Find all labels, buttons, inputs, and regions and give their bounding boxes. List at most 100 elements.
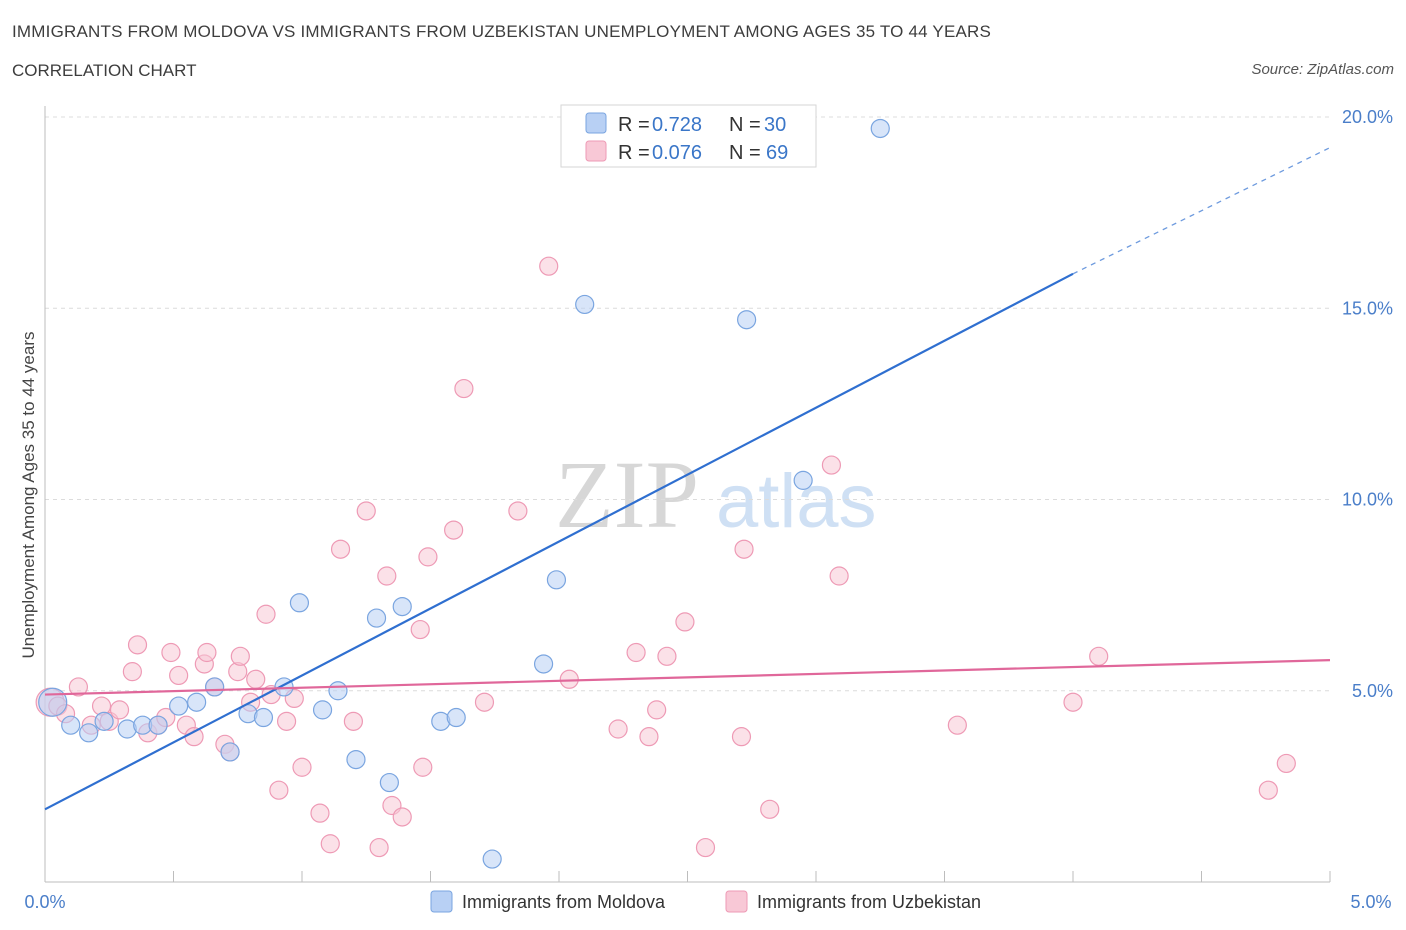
uzbekistan-point: [310, 803, 330, 823]
moldova-point: [312, 700, 333, 720]
uzbekistan-point: [127, 635, 148, 655]
moldova-trend-line: [44, 272, 1074, 811]
uzbekistan-point: [392, 807, 412, 827]
uzbekistan-point: [474, 692, 495, 712]
source-credit: Source: ZipAtlas.com: [1251, 61, 1394, 78]
uzbekistan-point: [413, 757, 433, 777]
uzbekistan-point: [444, 520, 464, 540]
bottom-legend: Immigrants from Moldova Immigrants from …: [430, 890, 981, 913]
uzbekistan-point: [1063, 692, 1083, 712]
uzbekistan-point: [246, 669, 266, 689]
moldova-point: [289, 593, 310, 613]
uzbekistan-point: [122, 662, 142, 682]
moldova-point: [94, 711, 114, 731]
legend-n-value-moldova: 30: [764, 114, 786, 136]
watermark-atlas: atlas: [716, 459, 877, 544]
uzbekistan-point: [947, 715, 967, 735]
uzbekistan-point: [508, 501, 528, 521]
moldova-point: [205, 677, 225, 697]
uzbekistan-point: [608, 719, 628, 739]
moldova-point: [575, 294, 595, 315]
moldova-point: [61, 715, 81, 735]
moldova-point: [482, 849, 502, 869]
moldova-point: [546, 570, 567, 590]
y-tick-label: 10.0%: [1342, 490, 1393, 510]
uzbekistan-point: [343, 711, 363, 731]
moldova-point: [79, 723, 99, 743]
uzbekistan-point: [454, 378, 474, 399]
legend-n-label-uzbekistan: N =: [729, 142, 761, 164]
uzbekistan-point: [320, 834, 340, 854]
chart-title: IMMIGRANTS FROM MOLDOVA VS IMMIGRANTS FR…: [12, 22, 992, 41]
legend-r-value-moldova: 0.728: [652, 114, 702, 136]
uzbekistan-point: [256, 604, 276, 624]
uzbekistan-point: [410, 619, 430, 640]
uzbekistan-point: [197, 642, 217, 663]
grid-lines: [45, 116, 1330, 692]
moldova-point: [169, 696, 189, 716]
legend-n-value-uzbekistan: 69: [766, 142, 788, 164]
uzbekistan-point: [161, 642, 181, 663]
legend-swatch-uzbekistan: [585, 140, 607, 162]
uzbekistan-point: [109, 700, 130, 720]
moldova-points: [38, 118, 890, 869]
bottom-legend-label-uzbekistan: Immigrants from Uzbekistan: [757, 892, 981, 912]
uzbekistan-trend-line: [44, 659, 1331, 696]
moldova-point: [446, 707, 466, 728]
bottom-legend-label-moldova: Immigrants from Moldova: [462, 892, 666, 912]
uzbekistan-point: [418, 547, 438, 567]
uzbekistan-point: [68, 677, 89, 697]
moldova-point: [253, 707, 274, 728]
y-tick-label: 20.0%: [1342, 107, 1393, 127]
uzbekistan-point: [731, 727, 752, 747]
uzbekistan-point: [169, 665, 189, 686]
uzbekistan-points: [35, 256, 1296, 858]
uzbekistan-point: [1089, 646, 1109, 666]
uzbekistan-point: [269, 780, 289, 800]
legend-swatch-moldova: [585, 112, 607, 134]
uzbekistan-point: [377, 566, 397, 586]
moldova-point: [328, 681, 348, 701]
uzbekistan-point: [1276, 753, 1296, 774]
uzbekistan-point: [647, 700, 667, 720]
uzbekistan-point: [821, 455, 842, 475]
moldova-trend-extension: [1072, 147, 1331, 275]
x-ticks: [173, 871, 1331, 882]
uzbekistan-point: [369, 837, 389, 858]
trend-lines: [44, 147, 1331, 811]
uzbekistan-point: [657, 646, 677, 666]
x-tick-label-min: 0.0%: [24, 892, 65, 912]
bottom-legend-swatch-moldova: [430, 890, 453, 913]
moldova-point: [737, 310, 757, 330]
moldova-point: [379, 772, 399, 793]
uzbekistan-point: [695, 837, 716, 858]
uzbekistan-point: [626, 642, 646, 663]
x-tick-label-max: 5.0%: [1350, 892, 1391, 912]
legend: R = 0.728 N = 30 R = 0.076 N = 69: [560, 104, 817, 168]
y-tick-label: 15.0%: [1342, 298, 1393, 318]
uzbekistan-point: [639, 727, 659, 747]
moldova-point: [533, 654, 554, 674]
moldova-point: [392, 596, 412, 617]
moldova-point: [793, 470, 813, 490]
y-tick-label: 5.0%: [1352, 681, 1393, 701]
uzbekistan-point: [330, 539, 351, 559]
moldova-point: [148, 715, 168, 735]
legend-r-label-uzbekistan: R =: [618, 142, 650, 164]
chart-subtitle: CORRELATION CHART: [12, 61, 197, 80]
moldova-point: [870, 118, 890, 139]
moldova-point: [38, 687, 68, 717]
y-tick-labels: 5.0% 10.0% 15.0% 20.0%: [1342, 107, 1393, 701]
legend-r-value-uzbekistan: 0.076: [652, 142, 702, 164]
legend-r-label-moldova: R =: [618, 114, 650, 136]
bottom-legend-swatch-uzbekistan: [725, 890, 748, 913]
uzbekistan-point: [1258, 780, 1278, 800]
uzbekistan-point: [184, 727, 204, 747]
moldova-point: [220, 742, 240, 762]
uzbekistan-point: [292, 757, 312, 777]
uzbekistan-point: [734, 539, 754, 559]
uzbekistan-point: [356, 501, 376, 521]
y-axis-title: Unemployment Among Ages 35 to 44 years: [19, 332, 38, 659]
uzbekistan-point: [760, 799, 780, 819]
